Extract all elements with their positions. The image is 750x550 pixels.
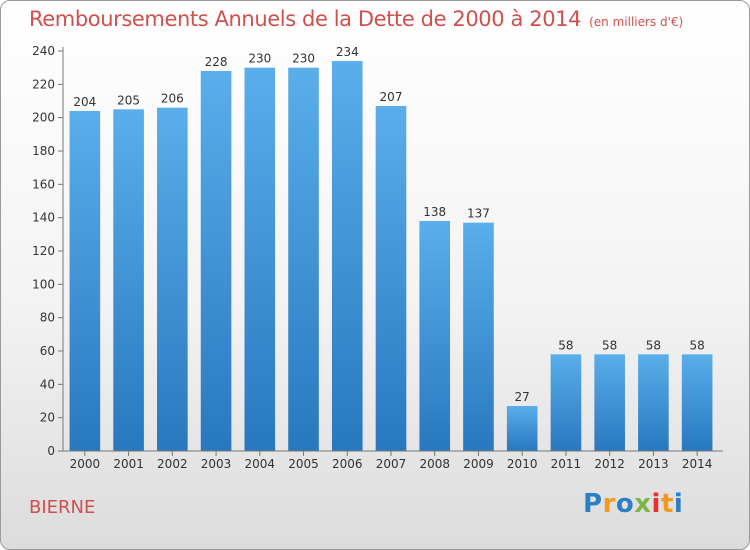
x-tick-label: 2002 (157, 457, 188, 471)
logo-letter: x (634, 489, 652, 519)
bar-value-label: 58 (558, 338, 573, 352)
x-tick-label: 2005 (288, 457, 319, 471)
x-tick-label: 2012 (594, 457, 625, 471)
chart-subtitle: (en milliers d'€) (589, 15, 684, 29)
y-tick-label: 0 (47, 444, 55, 458)
bar (419, 221, 451, 451)
bar-value-label: 234 (336, 45, 359, 59)
proxiti-logo: Proxiti (583, 489, 683, 519)
bar-value-label: 230 (248, 52, 271, 66)
bar (113, 109, 144, 451)
y-tick-label: 220 (32, 77, 55, 91)
bar (681, 354, 713, 451)
bar (594, 354, 625, 451)
bars: 204 205 206 228 230 230 234 207 138 137 27 58 58 58 58 (69, 45, 713, 452)
logo-letter: o (615, 489, 635, 519)
bar-value-label: 230 (292, 52, 315, 66)
bar-value-label: 27 (515, 390, 530, 404)
y-tick-label: 240 (32, 44, 55, 58)
y-tick-label: 60 (40, 344, 55, 358)
bar (244, 67, 276, 452)
logo-letter: P (583, 489, 603, 519)
bar-value-label: 207 (380, 90, 403, 104)
bar (157, 107, 188, 452)
logo-letter: t (660, 489, 674, 519)
x-tick-label: 2000 (70, 457, 101, 471)
x-tick-label: 2009 (463, 457, 494, 471)
bar-value-label: 204 (73, 95, 96, 109)
x-tick-label: 2004 (245, 457, 276, 471)
bar-value-label: 206 (161, 92, 184, 106)
bar (375, 106, 407, 451)
x-tick-label: 2008 (419, 457, 450, 471)
chart-title: Remboursements Annuels de la Dette de 20… (29, 7, 683, 31)
x-tick-label: 2006 (332, 457, 363, 471)
bar (550, 354, 582, 451)
bar (200, 71, 232, 451)
y-tick-label: 80 (40, 311, 55, 325)
y-tick-label: 20 (40, 411, 55, 425)
x-tick-label: 2010 (507, 457, 538, 471)
x-tick-label: 2014 (682, 457, 713, 471)
bar (638, 354, 669, 451)
bar-value-label: 58 (646, 338, 661, 352)
bar-value-label: 58 (689, 338, 704, 352)
y-tick-label: 180 (32, 144, 55, 158)
bar (331, 61, 363, 451)
y-tick-label: 120 (32, 244, 55, 258)
x-axis: 2000 2001 2002 2003 2004 2005 2006 2007 2008 2009… (63, 450, 723, 471)
bar-value-label: 228 (205, 55, 228, 69)
logo-letter: r (602, 489, 616, 519)
y-axis: 0 20 40 60 80 100 120 140 160 180 200 220 240 (32, 44, 64, 458)
x-tick-label: 2013 (638, 457, 669, 471)
chart-title-text: Remboursements Annuels de la Dette de 20… (29, 7, 582, 31)
logo-letter: i (673, 489, 684, 519)
x-tick-label: 2003 (201, 457, 232, 471)
x-tick-label: 2011 (551, 457, 582, 471)
x-tick-label: 2001 (113, 457, 144, 471)
bar-value-label: 138 (423, 205, 446, 219)
bar (69, 111, 101, 451)
bar-value-label: 205 (117, 93, 140, 107)
bar-value-label: 58 (602, 338, 617, 352)
bar (463, 222, 494, 451)
bar (288, 67, 319, 452)
y-tick-label: 160 (32, 177, 55, 191)
y-tick-label: 40 (40, 377, 55, 391)
bar (506, 406, 538, 451)
y-tick-label: 200 (32, 111, 55, 125)
x-tick-label: 2007 (376, 457, 407, 471)
y-tick-label: 100 (32, 277, 55, 291)
commune-name: BIERNE (29, 497, 96, 518)
logo-letter: i (651, 489, 661, 519)
y-tick-label: 140 (32, 211, 55, 225)
bar-value-label: 137 (467, 207, 490, 221)
